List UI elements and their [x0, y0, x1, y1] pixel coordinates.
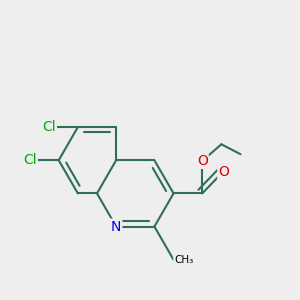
Text: Cl: Cl	[42, 120, 56, 134]
Text: Cl: Cl	[23, 153, 37, 167]
Text: O: O	[197, 154, 208, 168]
Text: CH₃: CH₃	[174, 255, 194, 265]
Text: O: O	[218, 165, 229, 179]
Text: N: N	[111, 220, 121, 234]
